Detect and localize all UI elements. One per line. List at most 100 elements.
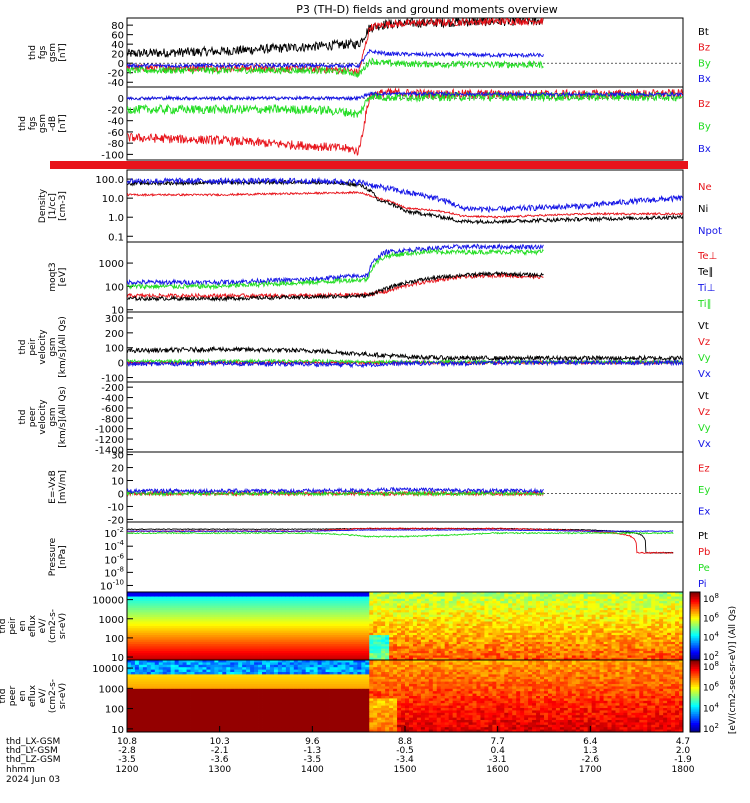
heatmap-cell [556, 640, 560, 643]
heatmap-cell [314, 640, 318, 643]
heatmap-cell [246, 603, 250, 606]
heatmap-cell [568, 653, 572, 656]
heatmap-cell [437, 610, 441, 613]
heatmap-cell [195, 686, 199, 689]
heatmap-cell [488, 606, 492, 609]
heatmap-cell [175, 674, 179, 677]
heatmap-cell [179, 672, 183, 675]
heatmap-cell [135, 662, 139, 665]
heatmap-cell [572, 606, 576, 609]
heatmap-cell [198, 670, 202, 673]
heatmap-cell [318, 646, 322, 649]
heatmap-cell [576, 603, 580, 606]
heatmap-cell [254, 617, 258, 620]
heatmap-cell [131, 703, 135, 706]
heatmap-cell [218, 603, 222, 606]
heatmap-cell [540, 653, 544, 656]
heatmap-cell [242, 610, 246, 613]
heatmap-cell [413, 651, 417, 654]
heatmap-cell [449, 644, 453, 647]
heatmap-cell [508, 599, 512, 602]
heatmap-cell [282, 646, 286, 649]
heatmap-cell [175, 662, 179, 665]
heatmap-cell [151, 603, 155, 606]
heatmap-cell [330, 597, 334, 600]
ylabel-line: [mV/m] [58, 470, 68, 504]
heatmap-cell [187, 708, 191, 711]
heatmap-cell [596, 619, 600, 622]
heatmap-cell [337, 624, 341, 627]
heatmap-cell [195, 646, 199, 649]
heatmap-cell [290, 606, 294, 609]
heatmap-cell [127, 679, 131, 682]
heatmap-cell [524, 644, 528, 647]
legend-entry: Vt [698, 391, 709, 402]
heatmap-cell [425, 631, 429, 634]
heatmap-cell [175, 626, 179, 629]
heatmap-cell [222, 640, 226, 643]
heatmap-cell [373, 653, 377, 656]
heatmap-cell [453, 599, 457, 602]
heatmap-cell [353, 640, 357, 643]
heatmap-cell [631, 597, 635, 600]
heatmap-cell [484, 637, 488, 640]
heatmap-cell [147, 644, 151, 647]
heatmap-cell [667, 599, 671, 602]
heatmap-cell [596, 606, 600, 609]
heatmap-cell [198, 646, 202, 649]
heatmap-cell [159, 662, 163, 665]
heatmap-cell [187, 727, 191, 730]
heatmap-cell [326, 633, 330, 636]
heatmap-cell [663, 644, 667, 647]
heatmap-cell [334, 644, 338, 647]
heatmap-cell [179, 644, 183, 647]
heatmap-cell [167, 674, 171, 677]
heatmap-cell [290, 633, 294, 636]
ylabel-line: [nT] [58, 114, 68, 132]
heatmap-cell [369, 653, 373, 656]
heatmap-cell [612, 603, 616, 606]
ylabel-line: velocity [38, 329, 48, 365]
series-Ni [127, 180, 683, 223]
ylabel-line: gsm [38, 114, 48, 133]
heatmap-cell [143, 708, 147, 711]
heatmap-cell [675, 624, 679, 627]
heatmap-cell [262, 637, 266, 640]
heatmap-cell [147, 610, 151, 613]
heatmap-cell [413, 617, 417, 620]
heatmap-cell [373, 633, 377, 636]
heatmap-cell [135, 644, 139, 647]
heatmap-cell [496, 637, 500, 640]
heatmap-cell [143, 624, 147, 627]
heatmap-cell [195, 670, 199, 673]
heatmap-cell [544, 606, 548, 609]
heatmap-cell [639, 646, 643, 649]
heatmap-cell [314, 653, 318, 656]
heatmap-cell [457, 626, 461, 629]
heatmap-cell [516, 624, 520, 627]
heatmap-cell [433, 631, 437, 634]
heatmap-cell [214, 619, 218, 622]
heatmap-cell [588, 606, 592, 609]
heatmap-cell [163, 674, 167, 677]
heatmap-cell [191, 637, 195, 640]
heatmap-cell [306, 617, 310, 620]
ylabel-line: thd [28, 45, 38, 60]
heatmap-cell [226, 597, 230, 600]
heatmap-cell [151, 674, 155, 677]
heatmap-cell [345, 603, 349, 606]
heatmap-cell [635, 624, 639, 627]
heatmap-cell [167, 644, 171, 647]
heatmap-cell [183, 718, 187, 721]
heatmap-cell [421, 619, 425, 622]
heatmap-cell [524, 651, 528, 654]
heatmap-cell [330, 612, 334, 615]
heatmap-cell [484, 624, 488, 627]
heatmap-cell [171, 597, 175, 600]
heatmap-cell [139, 684, 143, 687]
heatmap-cell [147, 597, 151, 600]
heatmap-cell [437, 617, 441, 620]
heatmap-cell [139, 662, 143, 665]
heatmap-cell [365, 597, 369, 600]
heatmap-cell [135, 670, 139, 673]
